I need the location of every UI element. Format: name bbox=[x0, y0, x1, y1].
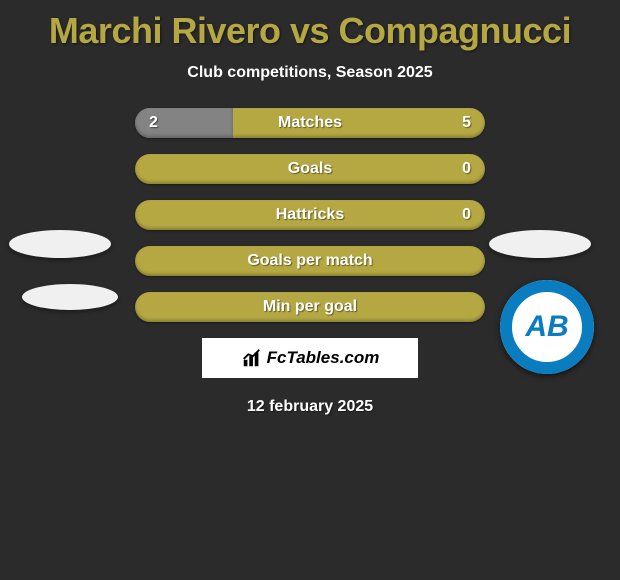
bar-label: Goals per match bbox=[247, 252, 372, 270]
bar-min-per-goal: Min per goal bbox=[135, 292, 485, 322]
bar-label: Goals bbox=[288, 160, 332, 178]
bar-value-right: 0 bbox=[462, 206, 471, 224]
bar-label: Matches bbox=[278, 114, 342, 132]
team-shape-left-2 bbox=[22, 284, 118, 310]
bar-label: Hattricks bbox=[276, 206, 344, 224]
team-shape-right bbox=[489, 230, 591, 258]
club-badge: AB bbox=[500, 280, 594, 374]
bar-goals: Goals 0 bbox=[135, 154, 485, 184]
bars-container: 2 Matches 5 Goals 0 Hattricks 0 Goals pe… bbox=[135, 108, 485, 322]
bar-value-right: 0 bbox=[462, 160, 471, 178]
subtitle: Club competitions, Season 2025 bbox=[0, 64, 620, 82]
chart-icon bbox=[241, 347, 263, 369]
bar-value-left: 2 bbox=[149, 114, 158, 132]
date-label: 12 february 2025 bbox=[0, 398, 620, 416]
bar-goals-per-match: Goals per match bbox=[135, 246, 485, 276]
logo: FcTables.com bbox=[241, 347, 380, 369]
logo-box: FcTables.com bbox=[202, 338, 418, 378]
bar-label: Min per goal bbox=[263, 298, 357, 316]
badge-text: AB bbox=[525, 310, 568, 344]
bar-value-right: 5 bbox=[462, 114, 471, 132]
bar-matches: 2 Matches 5 bbox=[135, 108, 485, 138]
stage: AB 2 Matches 5 Goals 0 Hattricks 0 Goals… bbox=[0, 108, 620, 416]
team-shape-left-1 bbox=[9, 230, 111, 258]
page-title: Marchi Rivero vs Compagnucci bbox=[0, 0, 620, 52]
bar-hattricks: Hattricks 0 bbox=[135, 200, 485, 230]
logo-text-label: FcTables.com bbox=[267, 348, 380, 368]
